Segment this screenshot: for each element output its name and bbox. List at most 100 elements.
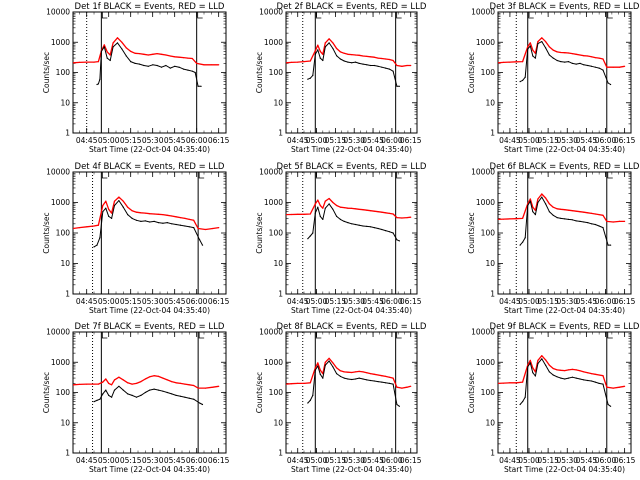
data-point <box>532 55 534 57</box>
data-point <box>143 53 145 55</box>
data-point <box>612 221 614 223</box>
panel-det-6: Det 6f BLACK = Events, RED = LLD 1 10 100 10… <box>467 162 640 315</box>
data-point <box>575 63 577 65</box>
series-line-events <box>93 200 203 248</box>
corner-bracket <box>198 172 205 179</box>
data-point <box>108 382 110 384</box>
data-point <box>527 364 529 366</box>
data-point <box>309 235 311 237</box>
plot-frame <box>497 11 632 134</box>
data-point <box>354 54 357 56</box>
data-point <box>560 208 562 210</box>
x-tick-label: 05:00 <box>98 456 120 465</box>
data-point <box>583 64 585 66</box>
data-point <box>358 224 360 226</box>
data-point <box>187 57 189 59</box>
panel-det-7: Det 7f BLACK = Events, RED = LLD 1 10 100 10… <box>42 322 230 474</box>
data-point <box>498 218 499 220</box>
data-point <box>199 239 201 241</box>
data-point <box>571 53 574 55</box>
data-point <box>297 382 299 384</box>
data-point <box>102 393 104 395</box>
data-point <box>127 393 129 395</box>
data-point <box>125 55 127 57</box>
data-point <box>537 363 539 365</box>
data-point <box>369 379 372 382</box>
data-point <box>78 61 80 64</box>
data-point <box>201 244 204 246</box>
plot-frame <box>497 331 632 454</box>
data-point <box>410 385 412 387</box>
data-point <box>194 71 196 74</box>
data-point <box>162 390 164 392</box>
data-point <box>149 213 151 215</box>
series-line-lld <box>286 197 411 219</box>
data-point <box>116 42 119 44</box>
data-point <box>522 401 524 403</box>
series-lld <box>73 375 220 389</box>
data-point <box>210 64 212 66</box>
data-point <box>610 405 612 407</box>
data-point <box>366 225 368 227</box>
x-tick-label: 05:30 <box>142 297 164 306</box>
data-point <box>560 51 562 54</box>
data-point <box>178 56 180 58</box>
data-point <box>336 204 338 207</box>
data-point <box>106 51 108 53</box>
data-point <box>602 58 604 60</box>
data-point <box>366 372 368 374</box>
data-point <box>339 370 341 372</box>
series-line-lld <box>286 357 411 389</box>
x-tick-label: 05:00 <box>306 136 328 145</box>
data-point <box>122 389 124 391</box>
panel-title: Det 2f BLACK = Events, RED = LLD <box>277 2 427 12</box>
data-point <box>312 74 314 76</box>
data-point <box>556 217 558 219</box>
y-tick-label: 100 <box>481 388 496 397</box>
corner-bracket <box>315 172 322 179</box>
data-point <box>78 383 80 385</box>
x-tick-label: 06:15 <box>400 297 422 306</box>
data-point <box>567 369 570 371</box>
data-point <box>196 62 198 64</box>
data-point <box>392 383 394 385</box>
data-point <box>556 59 558 62</box>
data-point <box>545 203 547 205</box>
data-point <box>369 64 372 67</box>
x-tick-label: 04:45 <box>76 136 98 145</box>
x-tick-label: 04:45 <box>287 136 309 145</box>
data-point <box>111 396 113 398</box>
data-point <box>314 50 316 52</box>
data-point <box>552 206 554 208</box>
data-point <box>193 219 195 221</box>
data-point <box>602 69 604 71</box>
series-lld <box>498 355 626 389</box>
x-tick-label: 05:15 <box>537 136 559 145</box>
data-point <box>606 66 608 68</box>
data-point <box>343 377 345 379</box>
data-point <box>105 389 107 391</box>
series-lld <box>498 37 626 68</box>
data-point <box>317 362 319 364</box>
data-point <box>108 215 110 217</box>
series-lld <box>498 193 626 223</box>
data-point <box>515 61 517 63</box>
series-line-events <box>307 203 400 242</box>
data-point <box>339 206 341 208</box>
data-point <box>147 54 149 56</box>
y-tick-label: 1 <box>278 129 283 138</box>
data-point <box>571 376 574 378</box>
x-tick-label: 05:45 <box>164 136 186 145</box>
data-point <box>545 41 547 43</box>
data-point <box>97 61 99 63</box>
data-point <box>529 198 531 200</box>
data-point <box>218 64 220 66</box>
x-axis-label: Start Time (22-Oct-04 04:35:40) <box>291 306 412 315</box>
data-point <box>624 65 626 67</box>
x-axis-label: Start Time (22-Oct-04 04:35:40) <box>89 306 210 315</box>
data-point <box>96 399 98 401</box>
data-point <box>193 398 195 400</box>
x-tick-label: 04:45 <box>499 136 521 145</box>
data-point <box>381 57 383 60</box>
y-tick-label: 10000 <box>46 328 70 337</box>
